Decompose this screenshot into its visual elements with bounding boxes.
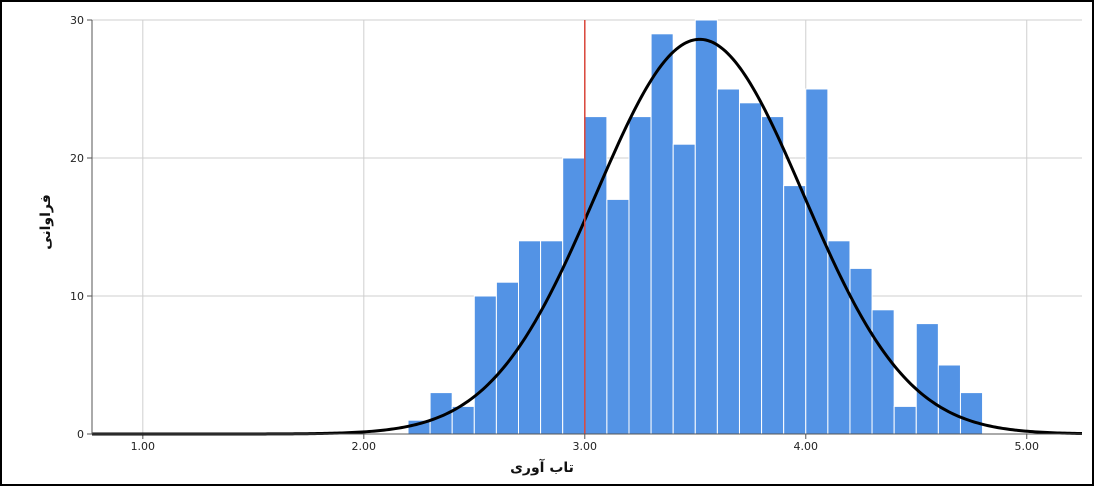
y-tick-label: 0 (77, 428, 84, 441)
y-axis-title: فراوانی (38, 194, 54, 250)
histogram-bar (959, 392, 984, 435)
histogram-bar (915, 323, 939, 435)
histogram-bar (606, 198, 630, 435)
histogram-bar (562, 157, 586, 435)
histogram-bar (584, 116, 608, 435)
histogram-bar (495, 281, 519, 435)
x-tick-label: 4.00 (794, 440, 819, 453)
histogram-bar (805, 88, 829, 435)
histogram-bar (893, 405, 917, 435)
x-tick-label: 2.00 (352, 440, 377, 453)
x-tick-label: 5.00 (1015, 440, 1040, 453)
y-tick-label: 10 (70, 290, 84, 303)
histogram-bar (871, 309, 895, 435)
x-tick-label: 1.00 (131, 440, 156, 453)
histogram-bar (672, 143, 696, 435)
y-tick-label: 20 (70, 152, 84, 165)
x-tick-label: 3.00 (573, 440, 598, 453)
histogram-bar (694, 19, 718, 435)
histogram-bar (540, 240, 564, 435)
y-tick-label: 30 (70, 14, 84, 27)
histogram-bar (827, 240, 851, 435)
histogram-bar (783, 185, 807, 435)
histogram-bar (738, 102, 763, 435)
histogram-bar (761, 116, 785, 435)
histogram-bar (628, 116, 652, 435)
histogram-bar (473, 295, 497, 435)
histogram-bar (849, 267, 873, 435)
histogram-bar (650, 33, 674, 435)
histogram-bar (937, 364, 961, 435)
histogram-bar (517, 240, 542, 435)
histogram-bar (716, 88, 740, 435)
x-axis-title: تاب آوری (510, 458, 574, 476)
